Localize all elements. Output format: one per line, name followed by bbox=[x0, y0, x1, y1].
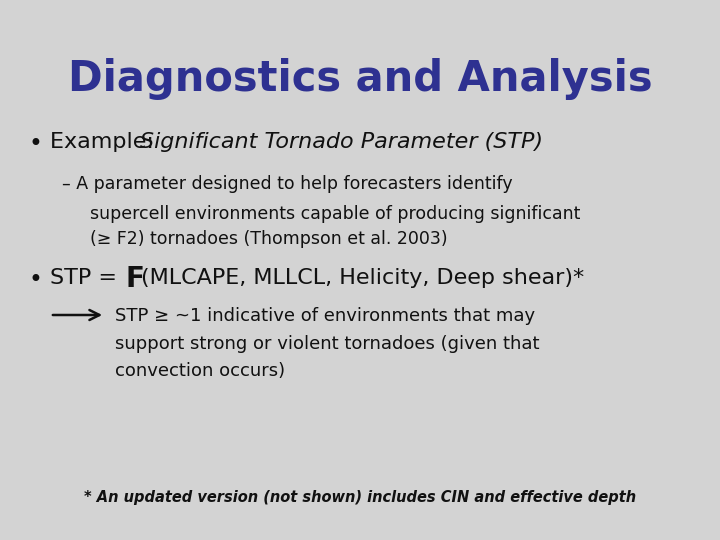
Text: F: F bbox=[125, 265, 144, 293]
Text: (MLCAPE, MLLCL, Helicity, Deep shear)*: (MLCAPE, MLLCL, Helicity, Deep shear)* bbox=[141, 268, 584, 288]
Text: •: • bbox=[28, 268, 42, 292]
Text: support strong or violent tornadoes (given that: support strong or violent tornadoes (giv… bbox=[115, 335, 539, 353]
Text: * An updated version (not shown) includes CIN and effective depth: * An updated version (not shown) include… bbox=[84, 490, 636, 505]
Text: Significant Tornado Parameter (STP): Significant Tornado Parameter (STP) bbox=[140, 132, 543, 152]
Text: STP =: STP = bbox=[50, 268, 124, 288]
Text: •: • bbox=[28, 132, 42, 156]
Text: STP ≥ ~1 indicative of environments that may: STP ≥ ~1 indicative of environments that… bbox=[115, 307, 535, 325]
Text: supercell environments capable of producing significant: supercell environments capable of produc… bbox=[90, 205, 580, 223]
Text: (≥ F2) tornadoes (Thompson et al. 2003): (≥ F2) tornadoes (Thompson et al. 2003) bbox=[90, 230, 448, 248]
Text: – A parameter designed to help forecasters identify: – A parameter designed to help forecaste… bbox=[62, 175, 513, 193]
Text: Diagnostics and Analysis: Diagnostics and Analysis bbox=[68, 58, 652, 100]
Text: Example:: Example: bbox=[50, 132, 161, 152]
Text: convection occurs): convection occurs) bbox=[115, 362, 285, 380]
